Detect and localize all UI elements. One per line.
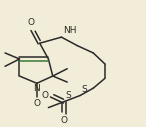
- Text: O: O: [33, 99, 40, 108]
- Text: O: O: [41, 91, 48, 100]
- Text: O: O: [61, 116, 68, 125]
- Text: S: S: [81, 85, 87, 94]
- Text: NH: NH: [63, 26, 76, 35]
- Text: S: S: [65, 91, 71, 100]
- Text: O: O: [28, 18, 35, 27]
- Text: N: N: [33, 84, 40, 93]
